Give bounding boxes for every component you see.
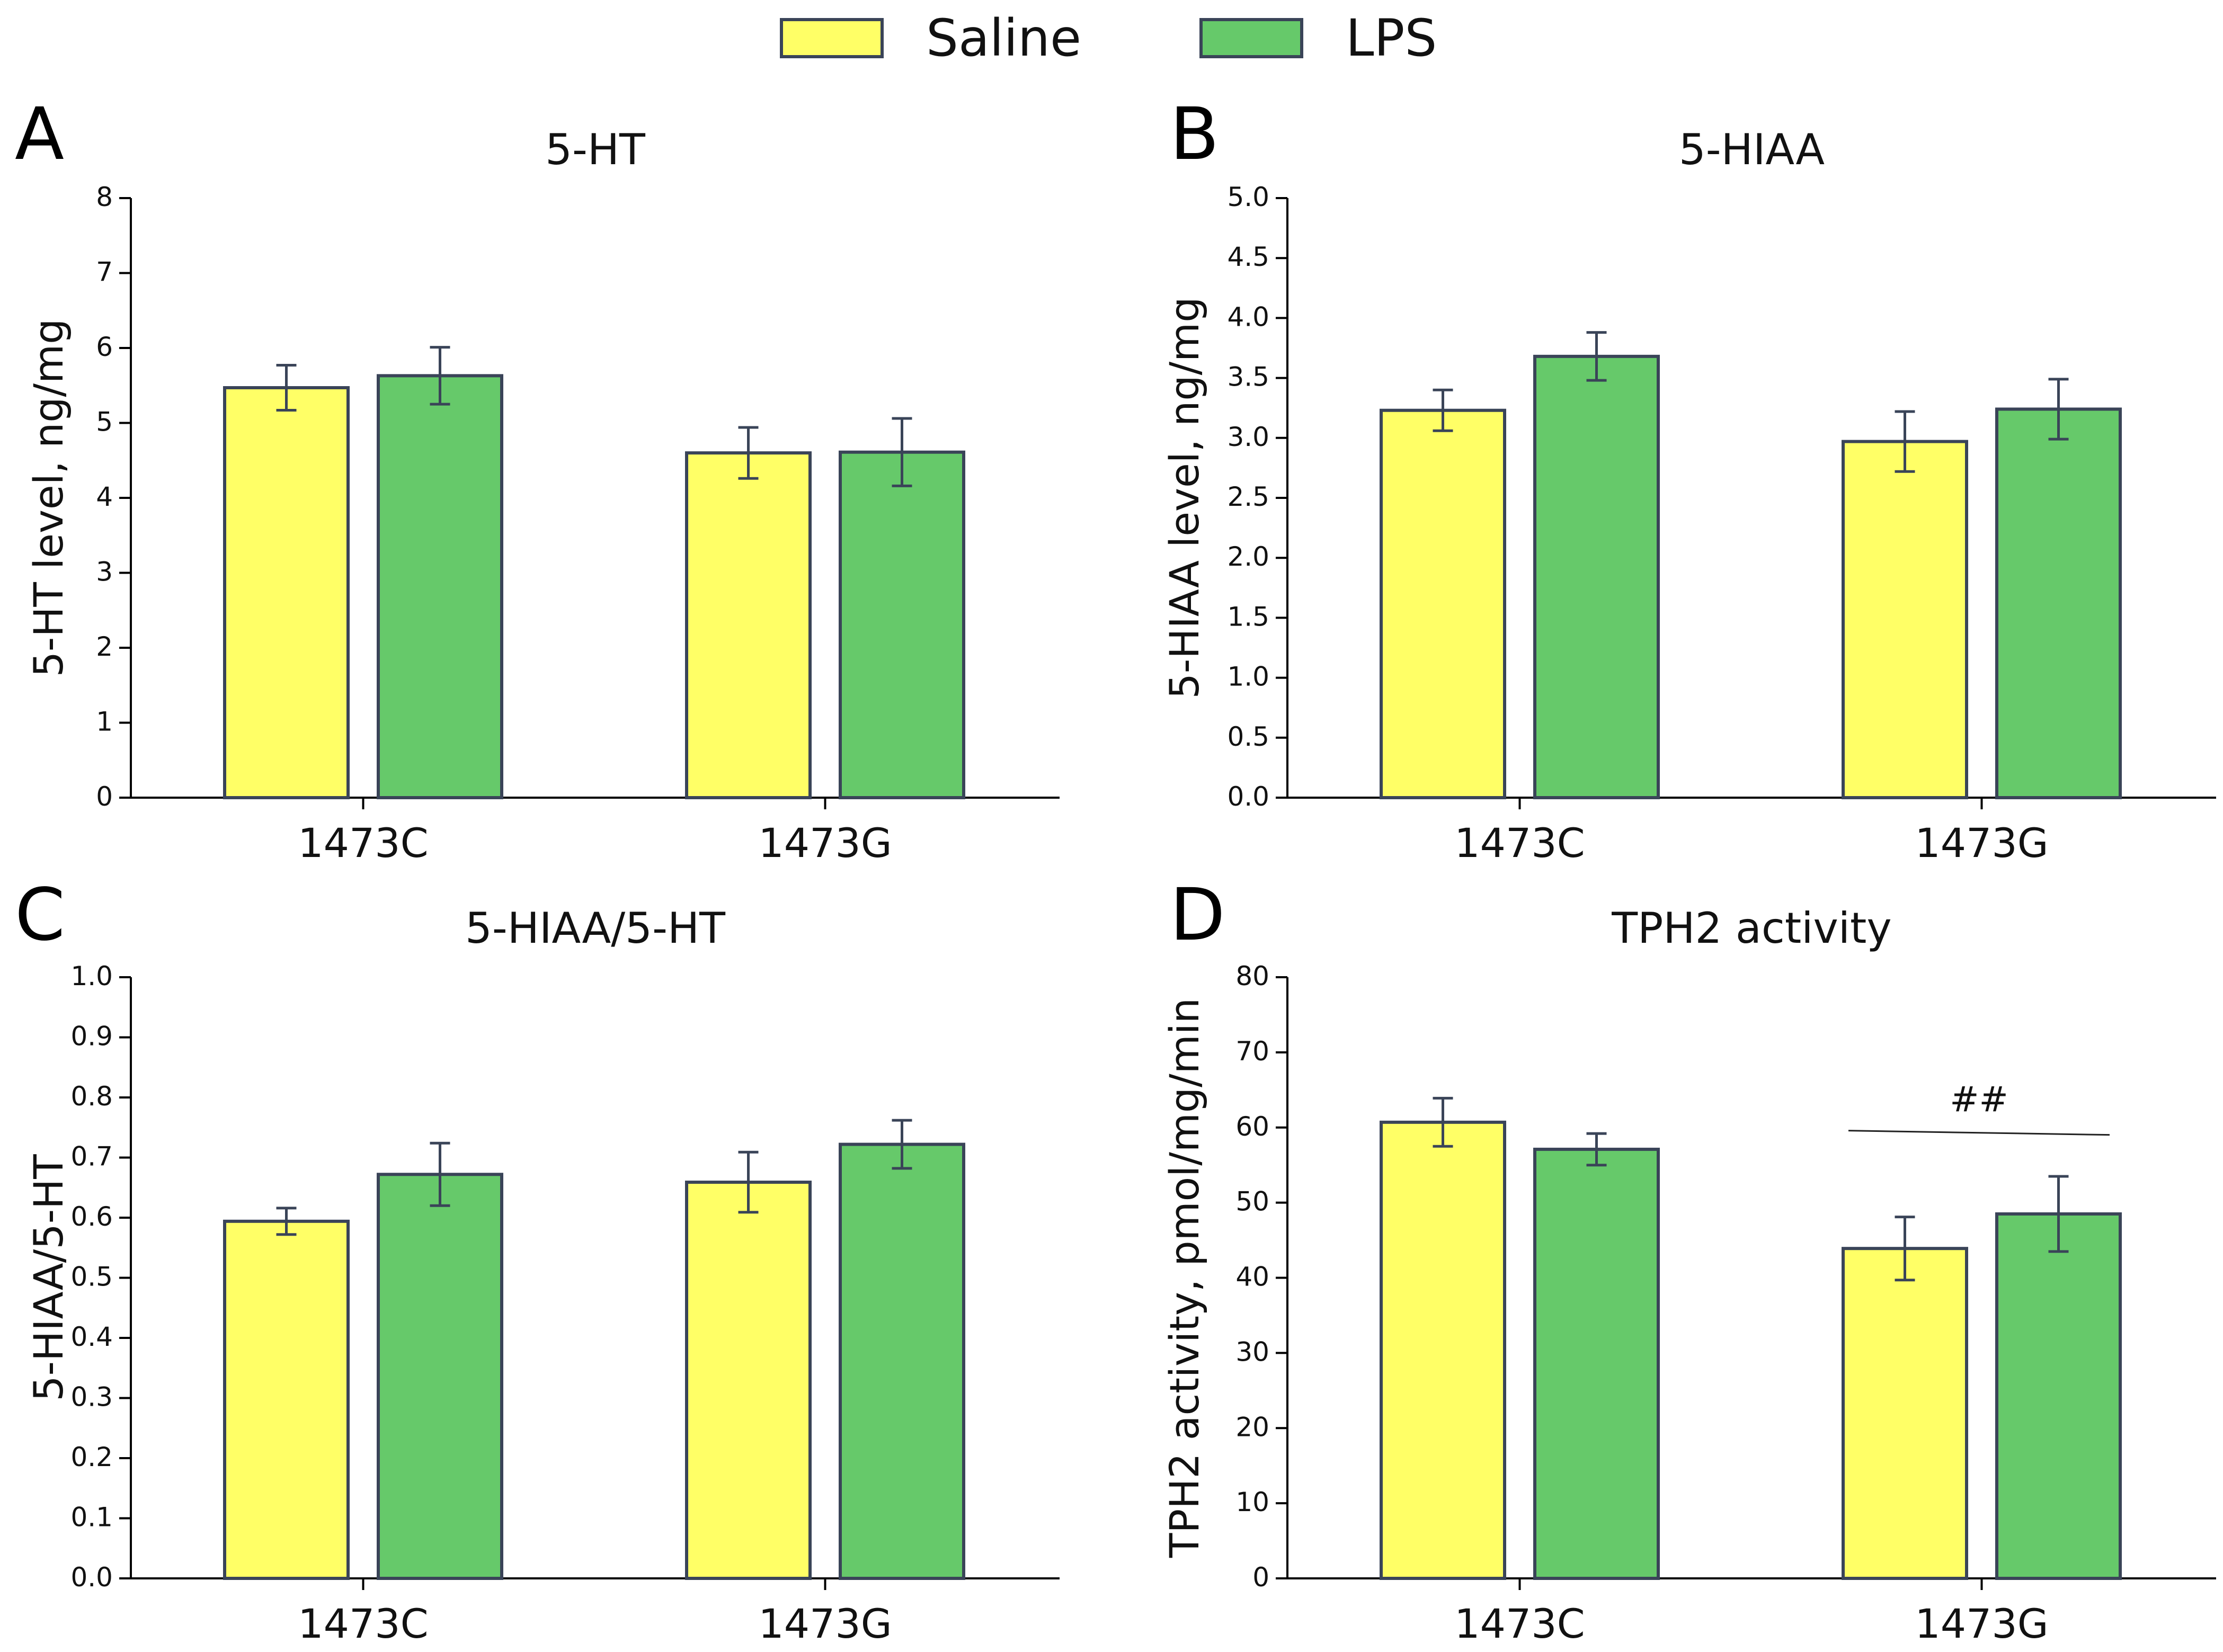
panel-a-xtick-label-1473c: 1473C: [298, 819, 428, 867]
legend-item-lps: LPS: [1199, 8, 1437, 68]
panel-d-ytick-label: 0: [1252, 1562, 1269, 1593]
panel-b-xtick-label-1473g: 1473G: [1915, 819, 2048, 867]
panel-a-ytick-label: 6: [96, 332, 113, 362]
panel-d-ytick-label: 10: [1235, 1487, 1269, 1517]
panel-letter-a: A: [15, 93, 65, 176]
panel-c-bar-lps-1473c: [377, 1173, 503, 1580]
panel-c-ytick-label: 0.7: [70, 1141, 113, 1172]
panel-c-ytick-label: 0.9: [70, 1021, 113, 1052]
panel-a-ytick-label: 5: [96, 407, 113, 437]
panel-b-ytick-label: 4.5: [1227, 242, 1269, 272]
panel-c-ytick-label: 0.8: [70, 1081, 113, 1112]
panel-d-ytick-label: 70: [1235, 1036, 1269, 1067]
panel-d-bar-lps-1473c: [1533, 1147, 1660, 1580]
panel-b-ytick-label: 1.0: [1227, 662, 1269, 692]
panel-c-ytick-label: 0.6: [70, 1201, 113, 1232]
panel-d-bar-lps-1473g: [1995, 1212, 2122, 1580]
panel-d-ytick-label: 40: [1235, 1262, 1269, 1292]
legend-swatch-lps: [1199, 18, 1303, 58]
panel-c-title: 5-HIAA/5-HT: [465, 904, 726, 953]
panel-a-xtick-label-1473g: 1473G: [758, 819, 892, 867]
panel-c-xtick-label-1473g: 1473G: [758, 1600, 892, 1647]
legend-label-saline: Saline: [926, 8, 1082, 68]
legend-swatch-saline: [780, 18, 884, 58]
panel-b-ylabel: 5-HIAA level, ng/mg: [1161, 297, 1208, 699]
panel-b-ytick-label: 1.5: [1227, 601, 1269, 632]
panel-b-ytick-label: 4.0: [1227, 301, 1269, 332]
panel-a-ytick-label: 8: [96, 182, 113, 212]
panel-b-ytick-label: 3.5: [1227, 362, 1269, 392]
panel-a-bar-lps-1473c: [377, 374, 503, 799]
panel-d-significance-line: [1848, 1130, 2110, 1136]
panel-c-bar-lps-1473g: [839, 1142, 965, 1580]
panel-a-bar-saline-1473c: [223, 386, 350, 799]
panel-a-ytick-label: 0: [96, 781, 113, 812]
legend-label-lps: LPS: [1346, 8, 1437, 68]
panel-a-ytick-label: 3: [96, 557, 113, 587]
panel-letter-d: D: [1170, 873, 1225, 957]
panel-d-ytick-label: 60: [1235, 1111, 1269, 1142]
panel-b-xtick-label-1473c: 1473C: [1454, 819, 1585, 867]
panel-c-xtick-label-1473c: 1473C: [298, 1600, 428, 1647]
panel-c-ytick-label: 0.5: [70, 1262, 113, 1292]
panel-b-ytick-label: 0.0: [1227, 781, 1269, 812]
panel-d-bar-saline-1473g: [1842, 1247, 1968, 1580]
panel-a-ytick-label: 7: [96, 257, 113, 288]
panel-d-ytick-label: 50: [1235, 1186, 1269, 1217]
panel-c-ytick-label: 0.3: [70, 1382, 113, 1413]
panel-b-ytick-label: 5.0: [1227, 182, 1269, 212]
panel-a-ytick-label: 1: [96, 707, 113, 737]
panel-c-bar-saline-1473c: [223, 1219, 350, 1580]
panel-b-bar-saline-1473c: [1380, 408, 1506, 799]
panel-b-bar-lps-1473c: [1533, 354, 1660, 799]
panel-a-title: 5-HT: [545, 125, 646, 174]
panel-c-ytick-label: 0.2: [70, 1442, 113, 1472]
panel-b-ytick-label: 2.5: [1227, 481, 1269, 512]
panel-b-ytick-label: 3.0: [1227, 422, 1269, 452]
panel-b-bar-lps-1473g: [1995, 407, 2122, 799]
panel-c-ytick-label: 0.4: [70, 1321, 113, 1352]
panel-d-ytick-label: 80: [1235, 961, 1269, 992]
panel-d-xtick-label-1473c: 1473C: [1454, 1600, 1585, 1647]
panel-b-ytick-label: 2.0: [1227, 541, 1269, 572]
panel-d-title: TPH2 activity: [1611, 904, 1891, 953]
panel-letter-b: B: [1170, 93, 1220, 176]
panel-d-ytick-label: 30: [1235, 1336, 1269, 1367]
panel-letter-c: C: [15, 873, 65, 957]
panel-c-bar-saline-1473g: [685, 1181, 812, 1580]
panel-d-ytick-label: 20: [1235, 1412, 1269, 1442]
panel-d-bar-saline-1473c: [1380, 1120, 1506, 1580]
legend: Saline LPS: [0, 0, 2223, 79]
panel-a-ylabel: 5-HT level, ng/mg: [25, 319, 72, 677]
panel-b-title: 5-HIAA: [1679, 125, 1825, 174]
panel-c-ytick-label: 0.0: [70, 1562, 113, 1593]
panel-a-bar-saline-1473g: [685, 451, 812, 799]
panel-d-xtick-label-1473g: 1473G: [1915, 1600, 2048, 1647]
panel-d-significance-label: ##: [1950, 1079, 2008, 1120]
panel-b-ytick-label: 0.5: [1227, 721, 1269, 752]
panel-a-bar-lps-1473g: [839, 450, 965, 799]
panel-a-ytick-label: 2: [96, 631, 113, 662]
panel-c-ytick-label: 0.1: [70, 1502, 113, 1533]
panel-c-ylabel: 5-HIAA/5-HT: [25, 1154, 72, 1401]
panel-d-ylabel: TPH2 activity, pmol/mg/min: [1161, 998, 1208, 1558]
panel-b-bar-saline-1473g: [1842, 440, 1968, 799]
panel-a-ytick-label: 4: [96, 481, 113, 512]
panel-c-ytick-label: 1.0: [70, 961, 113, 992]
legend-item-saline: Saline: [780, 8, 1081, 68]
